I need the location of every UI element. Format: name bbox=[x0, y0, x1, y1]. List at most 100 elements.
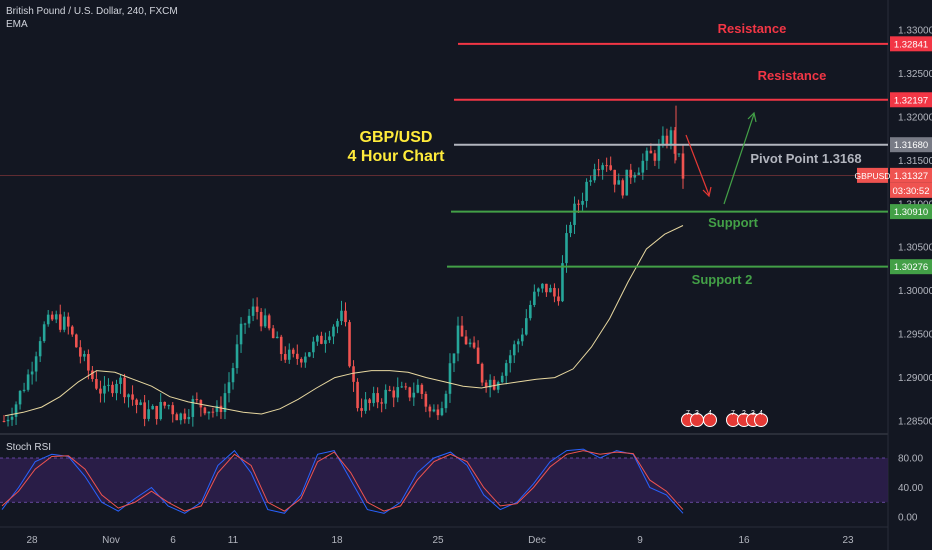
candle-body bbox=[653, 153, 657, 161]
candle-body bbox=[199, 400, 203, 408]
candle-body bbox=[360, 408, 363, 411]
candle-body bbox=[320, 335, 323, 344]
candle-body bbox=[561, 263, 564, 302]
stoch-band bbox=[0, 458, 888, 503]
candle-body bbox=[10, 416, 14, 420]
chart-title: GBP/USD bbox=[360, 129, 433, 146]
candle-body bbox=[295, 353, 299, 359]
candle-body bbox=[99, 388, 102, 394]
candle-body bbox=[183, 413, 187, 420]
candle-body bbox=[424, 393, 428, 407]
candle-body bbox=[179, 413, 183, 421]
time-tick-label: 6 bbox=[170, 535, 176, 546]
candle-body bbox=[348, 322, 351, 367]
candle-body bbox=[408, 387, 412, 398]
price-axis-tag[interactable] bbox=[890, 36, 932, 52]
candle-body bbox=[516, 341, 520, 345]
candle-body bbox=[66, 316, 70, 327]
candle-body bbox=[139, 402, 142, 405]
candle-body bbox=[677, 153, 681, 155]
candle-body bbox=[472, 342, 476, 348]
price-axis-tag[interactable] bbox=[890, 182, 932, 198]
candle-body bbox=[380, 402, 383, 404]
candle-body bbox=[251, 306, 255, 316]
candle-body bbox=[681, 153, 685, 179]
candle-body bbox=[520, 334, 524, 342]
candle-body bbox=[661, 135, 665, 146]
candle-body bbox=[645, 150, 649, 161]
candle-body bbox=[131, 394, 134, 400]
chart-subtitle: 4 Hour Chart bbox=[348, 148, 446, 165]
candle-body bbox=[404, 386, 408, 388]
time-tick-label: 16 bbox=[738, 535, 750, 546]
candle-body bbox=[255, 306, 259, 312]
price-axis-tag[interactable] bbox=[890, 204, 932, 220]
candle-body bbox=[111, 384, 114, 394]
stoch-tick-label: 0.00 bbox=[898, 513, 918, 524]
candle-body bbox=[340, 310, 343, 322]
candle-body bbox=[227, 382, 231, 394]
price-axis-tag[interactable] bbox=[890, 167, 932, 183]
candle-body bbox=[525, 318, 528, 335]
candle-body bbox=[215, 405, 219, 412]
candle-body bbox=[649, 150, 653, 154]
candle-body bbox=[167, 405, 171, 407]
candle-body bbox=[432, 409, 436, 412]
candle-body bbox=[332, 326, 335, 337]
candle-body bbox=[633, 174, 637, 178]
candle-body bbox=[87, 354, 90, 371]
candle-body bbox=[352, 366, 355, 382]
event-flag-icon[interactable] bbox=[703, 413, 717, 427]
candle-body bbox=[275, 336, 279, 339]
event-flag-count: 2 bbox=[742, 410, 746, 417]
price-tick-label: 1.28500 bbox=[898, 417, 932, 428]
candle-body bbox=[412, 392, 416, 398]
price-axis-tag[interactable] bbox=[890, 259, 932, 275]
event-flag-count: 3 bbox=[751, 410, 755, 417]
candle-body bbox=[396, 387, 400, 398]
candle-body bbox=[621, 180, 625, 196]
symbol-badge[interactable] bbox=[857, 167, 888, 183]
candle-body bbox=[58, 314, 62, 330]
symbol-title[interactable]: British Pound / U.S. Dollar, 240, FXCM bbox=[6, 6, 178, 17]
level-label: Pivot Point 1.3168 bbox=[750, 151, 861, 166]
candle-body bbox=[452, 353, 456, 364]
event-flag-count: 4 bbox=[759, 410, 763, 417]
candle-body bbox=[448, 363, 452, 394]
candle-body bbox=[328, 336, 331, 341]
candle-body bbox=[42, 324, 46, 342]
stoch-rsi-label[interactable]: Stoch RSI bbox=[6, 442, 52, 453]
candle-body bbox=[641, 160, 645, 173]
candle-body bbox=[480, 363, 484, 383]
candle-body bbox=[107, 384, 110, 386]
candle-body bbox=[665, 135, 669, 146]
time-tick-label: 28 bbox=[26, 535, 38, 546]
candle-body bbox=[2, 421, 6, 422]
candle-body bbox=[22, 389, 26, 391]
candle-body bbox=[577, 203, 580, 205]
candle-body bbox=[356, 381, 359, 409]
time-tick-label: 11 bbox=[228, 535, 239, 546]
candle-body bbox=[151, 405, 154, 410]
candle-body bbox=[444, 393, 448, 409]
candle-body bbox=[287, 349, 291, 360]
candle-body bbox=[203, 407, 207, 414]
price-axis-tag[interactable] bbox=[890, 137, 932, 153]
candle-body bbox=[541, 283, 544, 289]
candle-body bbox=[115, 383, 118, 394]
price-axis-tag[interactable] bbox=[890, 92, 932, 108]
candle-body bbox=[440, 408, 444, 416]
candle-body bbox=[669, 130, 673, 146]
candle-body bbox=[589, 180, 592, 182]
event-flag-icon[interactable] bbox=[754, 413, 768, 427]
candle-body bbox=[508, 355, 512, 364]
ema-indicator-label[interactable]: EMA bbox=[6, 19, 28, 30]
price-axis-tag-text: 1.32197 bbox=[894, 95, 928, 106]
candle-body bbox=[428, 406, 432, 412]
candle-body bbox=[291, 349, 295, 354]
candle-body bbox=[384, 389, 387, 404]
candle-body bbox=[529, 304, 532, 319]
candle-body bbox=[625, 169, 629, 196]
candle-body bbox=[436, 409, 440, 416]
